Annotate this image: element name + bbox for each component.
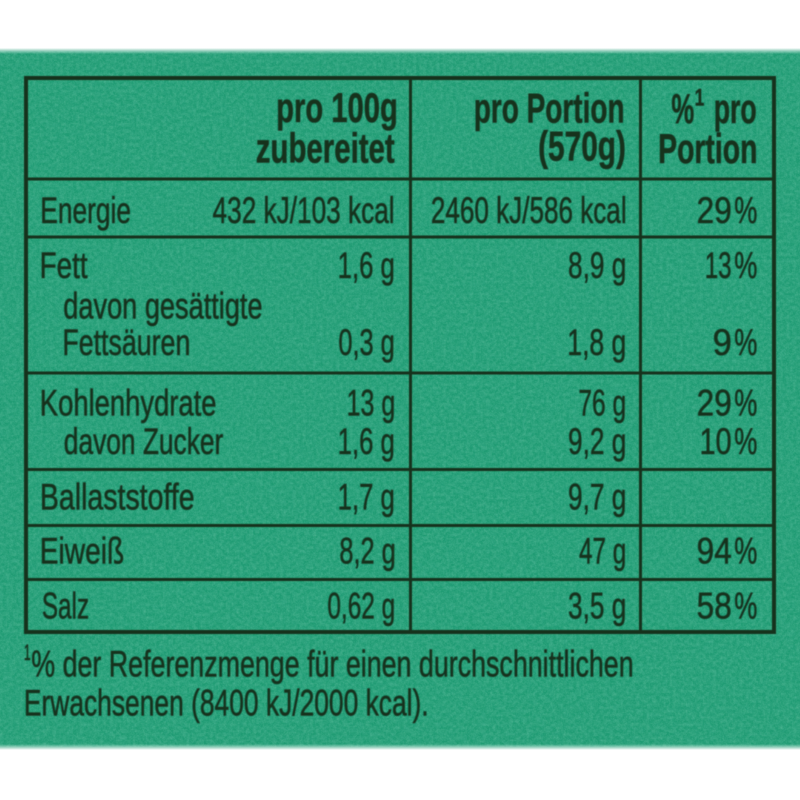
svg-text:1,6 g: 1,6 g: [338, 244, 395, 286]
svg-text:%: %: [734, 585, 757, 627]
svg-text:%: %: [734, 244, 757, 286]
svg-text:1: 1: [24, 640, 31, 665]
svg-text:Portion: Portion: [658, 125, 757, 172]
svg-text:94: 94: [697, 531, 732, 572]
svg-text:(570g): (570g): [538, 122, 626, 169]
svg-text:8,2 g: 8,2 g: [339, 530, 395, 572]
svg-text:Kohlenhydrate: Kohlenhydrate: [40, 381, 217, 423]
svg-text:3,5 g: 3,5 g: [568, 585, 626, 627]
svg-text:58: 58: [697, 586, 732, 627]
svg-text:Energie: Energie: [40, 189, 131, 231]
svg-text:1,6 g: 1,6 g: [338, 420, 395, 462]
svg-text:0,62 g: 0,62 g: [327, 584, 395, 627]
svg-text:zubereitet: zubereitet: [256, 124, 395, 171]
svg-text:432 kJ/103 kcal: 432 kJ/103 kcal: [213, 189, 395, 231]
svg-text:9,7 g: 9,7 g: [568, 476, 626, 518]
svg-text:%: %: [734, 382, 757, 424]
svg-text:pro Portion: pro Portion: [474, 85, 625, 132]
svg-text:47 g: 47 g: [579, 529, 626, 572]
svg-text:pro 100g: pro 100g: [276, 84, 398, 132]
svg-text:%: %: [734, 530, 757, 572]
svg-text:2460 kJ/586 kcal: 2460 kJ/586 kcal: [431, 189, 627, 231]
svg-text:1,7 g: 1,7 g: [338, 476, 395, 518]
svg-text:%: %: [734, 420, 757, 462]
svg-text:davon Zucker: davon Zucker: [64, 420, 224, 462]
svg-text:9,2 g: 9,2 g: [568, 420, 626, 462]
svg-text:0,3 g: 0,3 g: [338, 321, 394, 363]
svg-text:13: 13: [705, 244, 732, 287]
svg-text:davon gesättigte: davon gesättigte: [63, 284, 262, 326]
svg-text:Fett: Fett: [40, 244, 88, 286]
svg-text:Erwachsenen (8400 kJ/2000 kcal: Erwachsenen (8400 kJ/2000 kcal).: [24, 682, 429, 724]
svg-text:% der Referenzmenge für einen: % der Referenzmenge für einen durchschni…: [31, 642, 633, 685]
svg-text:1,8 g: 1,8 g: [567, 322, 626, 364]
svg-text:Eiweiß: Eiweiß: [40, 531, 124, 573]
svg-text:9: 9: [713, 321, 732, 364]
svg-text:76 g: 76 g: [578, 381, 626, 424]
svg-text:pro: pro: [714, 86, 757, 133]
svg-text:1: 1: [695, 85, 704, 112]
svg-text:29: 29: [697, 191, 732, 232]
svg-text:Ballaststoffe: Ballaststoffe: [40, 477, 195, 519]
svg-text:%: %: [671, 86, 694, 133]
svg-text:%: %: [734, 321, 757, 363]
svg-text:29: 29: [697, 383, 732, 424]
svg-text:10: 10: [699, 422, 731, 463]
svg-text:13 g: 13 g: [347, 381, 396, 423]
svg-text:Fettsäuren: Fettsäuren: [62, 322, 190, 363]
svg-text:8,9 g: 8,9 g: [568, 244, 626, 286]
svg-text:Salz: Salz: [42, 584, 89, 627]
svg-text:%: %: [734, 189, 757, 231]
